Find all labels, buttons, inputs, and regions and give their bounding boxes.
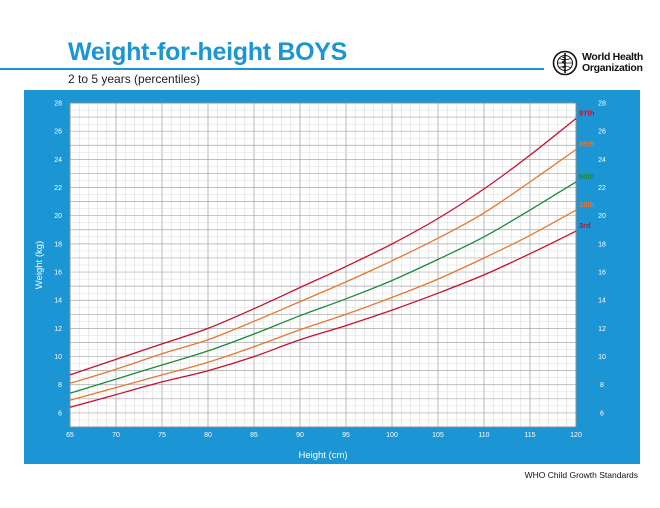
- page-title: Weight-for-height BOYS: [68, 38, 348, 66]
- plot-border: [69, 102, 577, 428]
- curve-50th: [69, 181, 577, 394]
- y-tick-label-left: 8: [58, 382, 62, 389]
- y-tick-label-right: 26: [598, 129, 606, 136]
- y-tick-label-left: 10: [54, 354, 62, 361]
- y-tick-label-right: 14: [598, 298, 606, 305]
- y-tick-label-right: 8: [600, 382, 604, 389]
- logo-line-1: World Health: [582, 51, 643, 63]
- y-tick-label-right: 18: [598, 241, 606, 248]
- curve-label-3rd: 3rd: [579, 221, 591, 230]
- logo-line-2: Organization: [582, 62, 643, 74]
- x-axis-label: Height (cm): [298, 450, 347, 461]
- x-tick-label: 90: [296, 432, 304, 439]
- curve-label-85th: 85th: [579, 139, 595, 148]
- y-tick-label-left: 24: [54, 157, 62, 164]
- curve-15th: [69, 209, 577, 401]
- x-tick-label: 70: [112, 432, 120, 439]
- x-tick-label: 95: [342, 432, 350, 439]
- y-tick-label-left: 20: [54, 213, 62, 220]
- x-tick-label: 75: [158, 432, 166, 439]
- y-axis-label: Weight (kg): [34, 241, 45, 289]
- x-tick-label: 85: [250, 432, 258, 439]
- y-tick-label-right: 28: [598, 101, 606, 108]
- y-tick-label-right: 24: [598, 157, 606, 164]
- x-tick-label: 100: [386, 432, 398, 439]
- y-tick-label-left: 6: [58, 410, 62, 417]
- y-tick-label-right: 6: [600, 410, 604, 417]
- curve-97th: [69, 117, 577, 376]
- who-emblem-icon: [552, 50, 578, 76]
- who-logo: World Health Organization: [552, 48, 652, 82]
- x-tick-label: 115: [524, 432, 535, 439]
- curve-85th: [69, 148, 577, 384]
- curve-3rd: [69, 230, 577, 408]
- percentile-curves: 3rd 15th 50th 85th 97th: [69, 108, 595, 408]
- curve-label-15th: 15th: [579, 200, 595, 209]
- x-tick-label: 110: [478, 432, 489, 439]
- x-tick-label: 120: [570, 432, 582, 439]
- y-tick-label-left: 18: [54, 241, 62, 248]
- page-subtitle: 2 to 5 years (percentiles): [68, 72, 201, 86]
- source-credit: WHO Child Growth Standards: [524, 470, 638, 480]
- y-tick-label-left: 26: [54, 129, 62, 136]
- who-logo-text: World Health Organization: [582, 52, 643, 74]
- y-tick-label-left: 16: [54, 270, 62, 277]
- growth-chart: 65 70 75 80 85 90 95 100 105 110 115 120 6 6 8 8 10 10 12 1…: [34, 101, 606, 462]
- y-tick-label-right: 12: [598, 326, 606, 333]
- title-underline: [0, 68, 544, 70]
- y-tick-label-left: 22: [54, 185, 62, 192]
- grid-lines: [69, 102, 577, 428]
- y-tick-label-right: 22: [598, 185, 606, 192]
- curve-label-97th: 97th: [579, 108, 595, 117]
- chart-panel: 65 70 75 80 85 90 95 100 105 110 115 120 6 6 8 8 10 10 12 1…: [24, 90, 640, 464]
- x-tick-label: 80: [204, 432, 212, 439]
- y-tick-label-left: 14: [54, 298, 62, 305]
- y-tick-label-right: 20: [598, 213, 606, 220]
- y-tick-label-left: 28: [54, 101, 62, 108]
- curve-label-50th: 50th: [579, 172, 595, 181]
- y-tick-label-left: 12: [54, 326, 62, 333]
- x-tick-label: 105: [432, 432, 444, 439]
- x-tick-label: 65: [66, 432, 74, 439]
- y-tick-label-right: 16: [598, 270, 606, 277]
- y-tick-label-right: 10: [598, 354, 606, 361]
